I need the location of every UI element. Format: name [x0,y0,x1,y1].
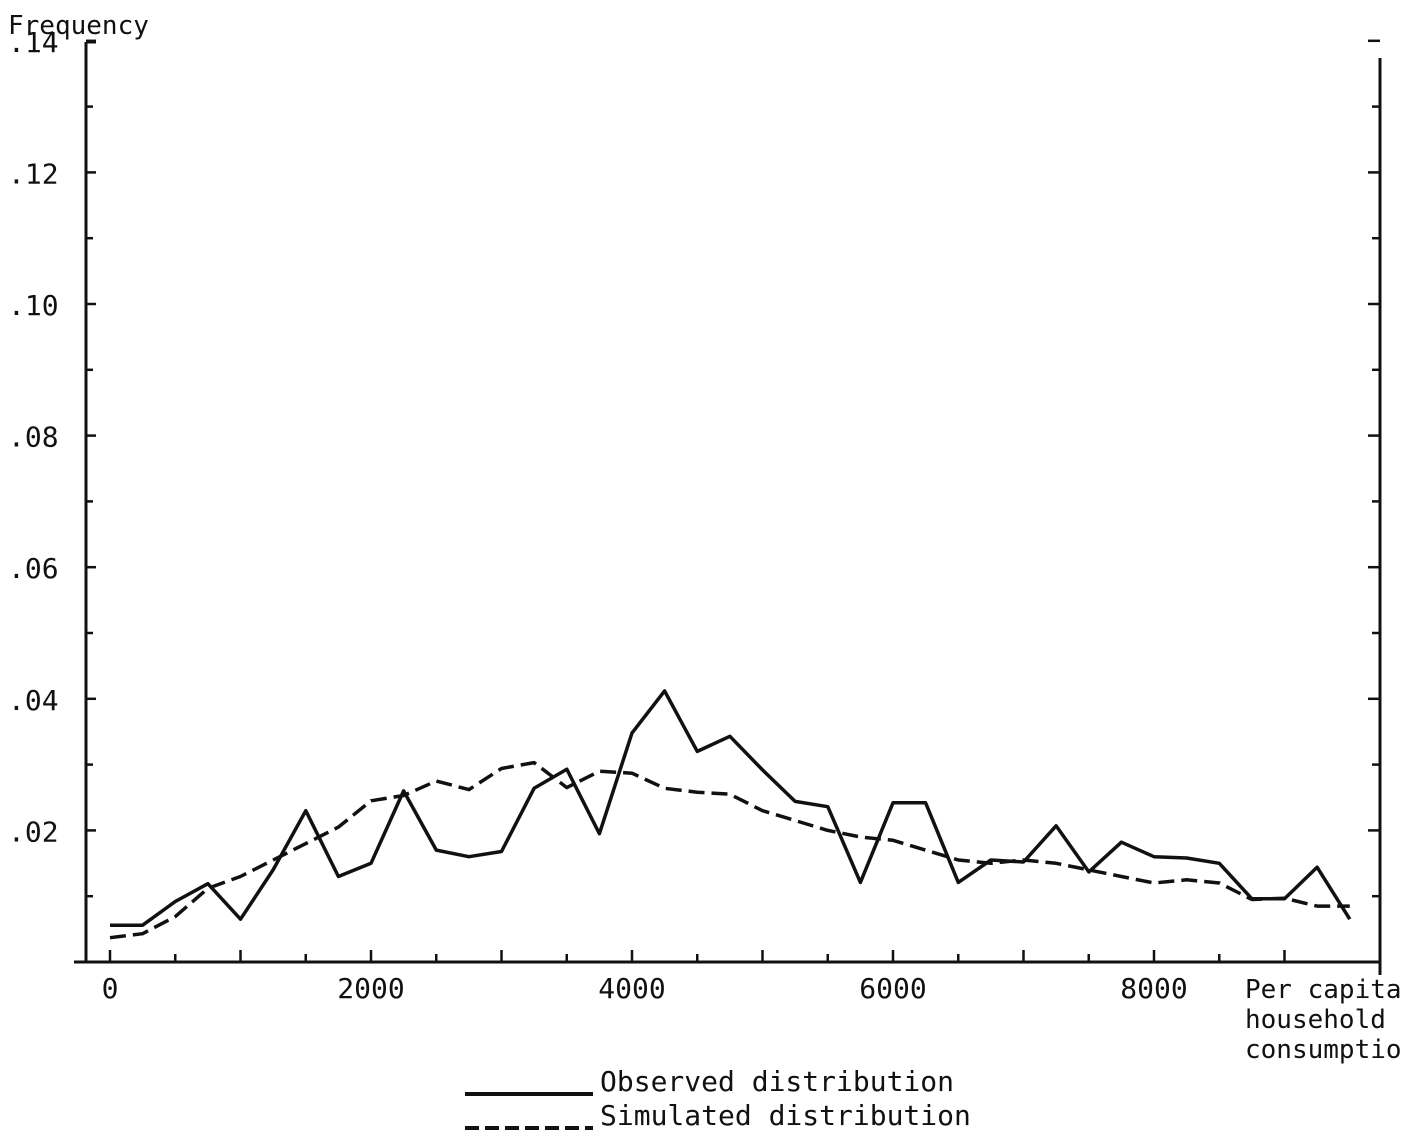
y-tick-label: .14 [8,26,59,59]
x-tick-label: 4000 [598,972,665,1005]
y-tick-label: .10 [8,289,59,322]
legend-label: Observed distribution [600,1065,954,1098]
series-line-observed [110,689,1352,927]
y-tick-label: .04 [8,684,59,717]
axes [74,39,1382,975]
x-axis-title-line: Per capita [1245,975,1402,1005]
x-axis-title-line: household [1245,1005,1386,1035]
y-tick-labels: .02 .04 .06 .08 .10 .12 .14 [8,26,59,849]
series-line-simulated [109,760,1350,940]
y-tick-label: .08 [8,421,59,454]
y-axis-title: Frequency [8,11,149,41]
x-tick-label: 0 [102,972,119,1005]
y-tick-label: .02 [8,815,59,848]
series-group [109,689,1352,940]
x-tick-label: 8000 [1120,972,1187,1005]
legend-label: Simulated distribution [600,1099,971,1132]
x-tick-labels: 0 2000 4000 6000 8000 [102,972,1188,1005]
x-tick-label: 6000 [859,972,926,1005]
y-tick-label: .12 [8,157,59,190]
y-tick-label: .06 [8,552,59,585]
x-tick-label: 2000 [337,972,404,1005]
x-axis-title-line: consumption [1245,1035,1402,1065]
